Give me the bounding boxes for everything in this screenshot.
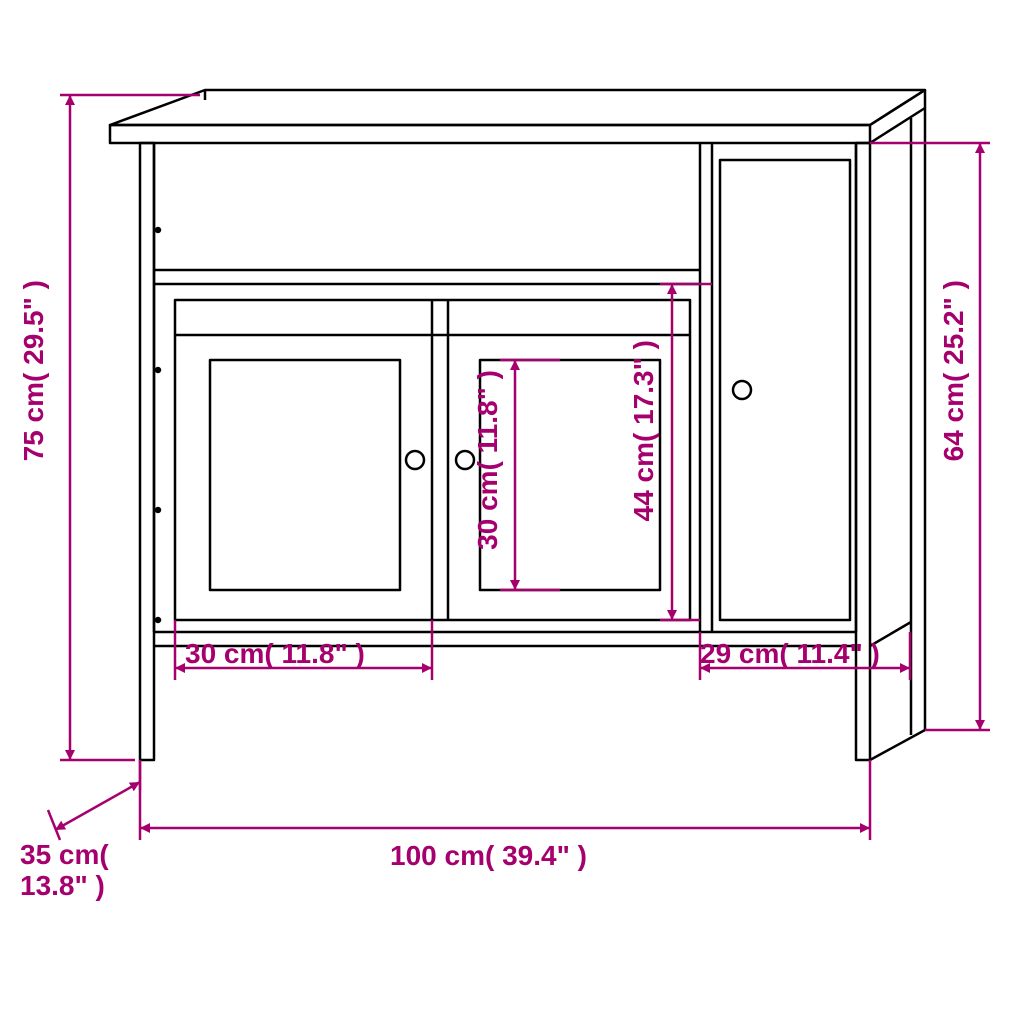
dim-depth-35-l2: 13.8" ) [20, 870, 105, 901]
dim-depth-35: 35 cm( 13.8" ) [20, 840, 109, 902]
dim-width-29: 29 cm( 11.4" ) [700, 638, 880, 670]
diagram-stage: 75 cm( 29.5" ) 64 cm( 25.2" ) 44 cm( 17.… [0, 0, 1024, 1024]
dimension-lines [48, 95, 990, 840]
dim-height-75: 75 cm( 29.5" ) [18, 280, 50, 461]
dim-width-30-door: 30 cm( 11.8" ) [185, 638, 365, 670]
dim-width-100: 100 cm( 39.4" ) [390, 840, 587, 872]
dim-height-64: 64 cm( 25.2" ) [938, 280, 970, 461]
dim-height-30: 30 cm( 11.8" ) [472, 370, 504, 550]
dim-height-44: 44 cm( 17.3" ) [628, 340, 660, 521]
dim-depth-35-l1: 35 cm( [20, 839, 109, 870]
